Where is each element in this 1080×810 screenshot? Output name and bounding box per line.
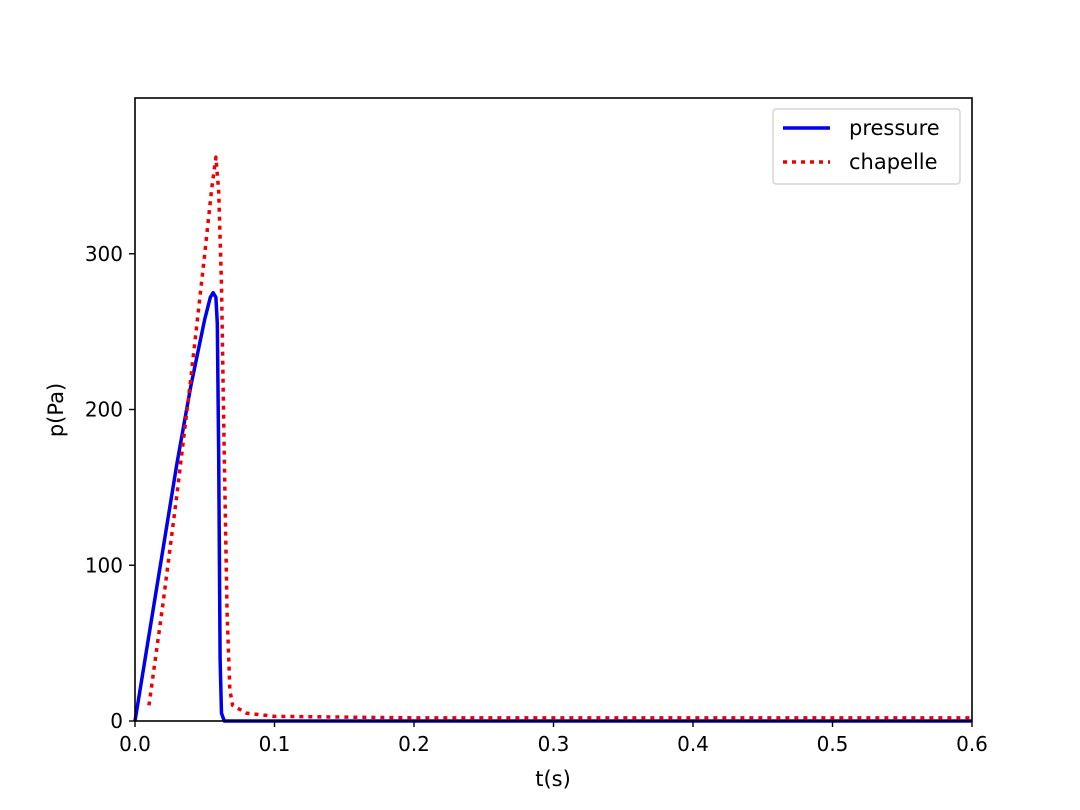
- x-tick-label: 0.2: [398, 732, 430, 756]
- legend-label-chapelle: chapelle: [849, 150, 938, 174]
- y-axis-ticks: 0 100 200 300: [85, 242, 135, 733]
- y-axis-label: p(Pa): [44, 383, 68, 437]
- x-tick-label: 0.0: [119, 732, 151, 756]
- x-axis-label: t(s): [535, 767, 571, 791]
- x-tick-label: 0.3: [538, 732, 570, 756]
- x-tick-label: 0.4: [677, 732, 709, 756]
- y-tick-label: 200: [85, 398, 123, 422]
- x-axis-ticks: 0.0 0.1 0.2 0.3 0.4 0.5 0.6: [119, 721, 988, 756]
- legend: pressure chapelle: [772, 108, 961, 185]
- y-tick-label: 0: [110, 709, 123, 733]
- y-tick-label: 100: [85, 553, 123, 577]
- series-line-chapelle: [147, 155, 972, 720]
- x-tick-label: 0.1: [259, 732, 291, 756]
- y-tick-label: 300: [85, 242, 123, 266]
- x-tick-label: 0.6: [956, 732, 988, 756]
- legend-label-pressure: pressure: [849, 116, 940, 140]
- x-tick-label: 0.5: [817, 732, 849, 756]
